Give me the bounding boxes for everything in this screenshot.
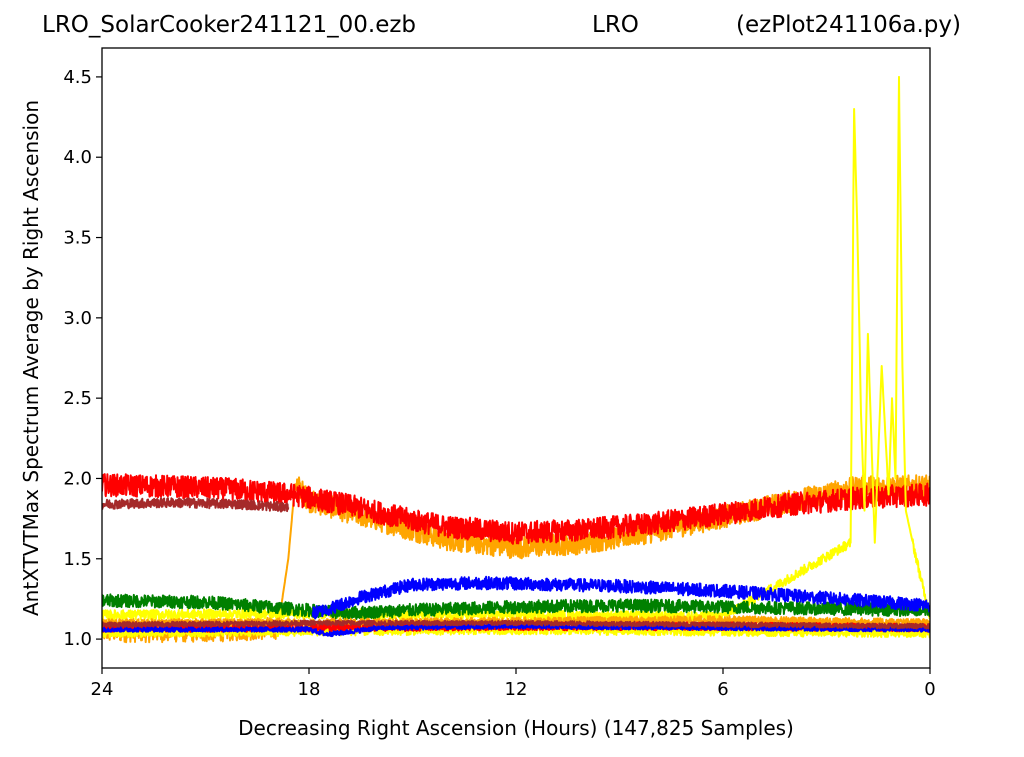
series-line-6 [311, 575, 930, 620]
y-tick-label: 2.0 [63, 468, 92, 489]
header-station: LRO [592, 12, 639, 38]
header-script: (ezPlot241106a.py) [736, 12, 961, 38]
y-tick-label: 1.5 [63, 549, 92, 570]
series-line-10 [102, 619, 930, 630]
plot-lines [102, 75, 930, 644]
series-line-1 [102, 473, 930, 545]
y-tick-label: 4.5 [63, 67, 92, 88]
x-axis-label: Decreasing Right Ascension (Hours) (147,… [238, 716, 794, 740]
y-axis: 1.0 1.5 2.0 2.5 3.0 3.5 4.0 4.5 [63, 67, 102, 650]
header-filename: LRO_SolarCooker241121_00.ezb [42, 12, 417, 38]
x-tick-label: 24 [91, 679, 114, 700]
y-tick-label: 3.5 [63, 228, 92, 249]
x-tick-label: 18 [298, 679, 321, 700]
series-line-7 [102, 615, 930, 628]
x-tick-label: 12 [505, 679, 528, 700]
x-tick-label: 6 [717, 679, 728, 700]
y-tick-label: 4.0 [63, 147, 92, 168]
series-line-5 [102, 593, 930, 621]
y-tick-label: 3.0 [63, 308, 92, 329]
y-axis-label: AntXTVTMax Spectrum Average by Right Asc… [19, 100, 43, 616]
y-tick-label: 1.0 [63, 629, 92, 650]
x-tick-label: 0 [924, 679, 935, 700]
x-axis: 24 18 12 6 0 [91, 668, 936, 700]
plot-frame [101, 47, 931, 669]
series-line-2 [102, 497, 290, 513]
y-tick-label: 2.5 [63, 388, 92, 409]
